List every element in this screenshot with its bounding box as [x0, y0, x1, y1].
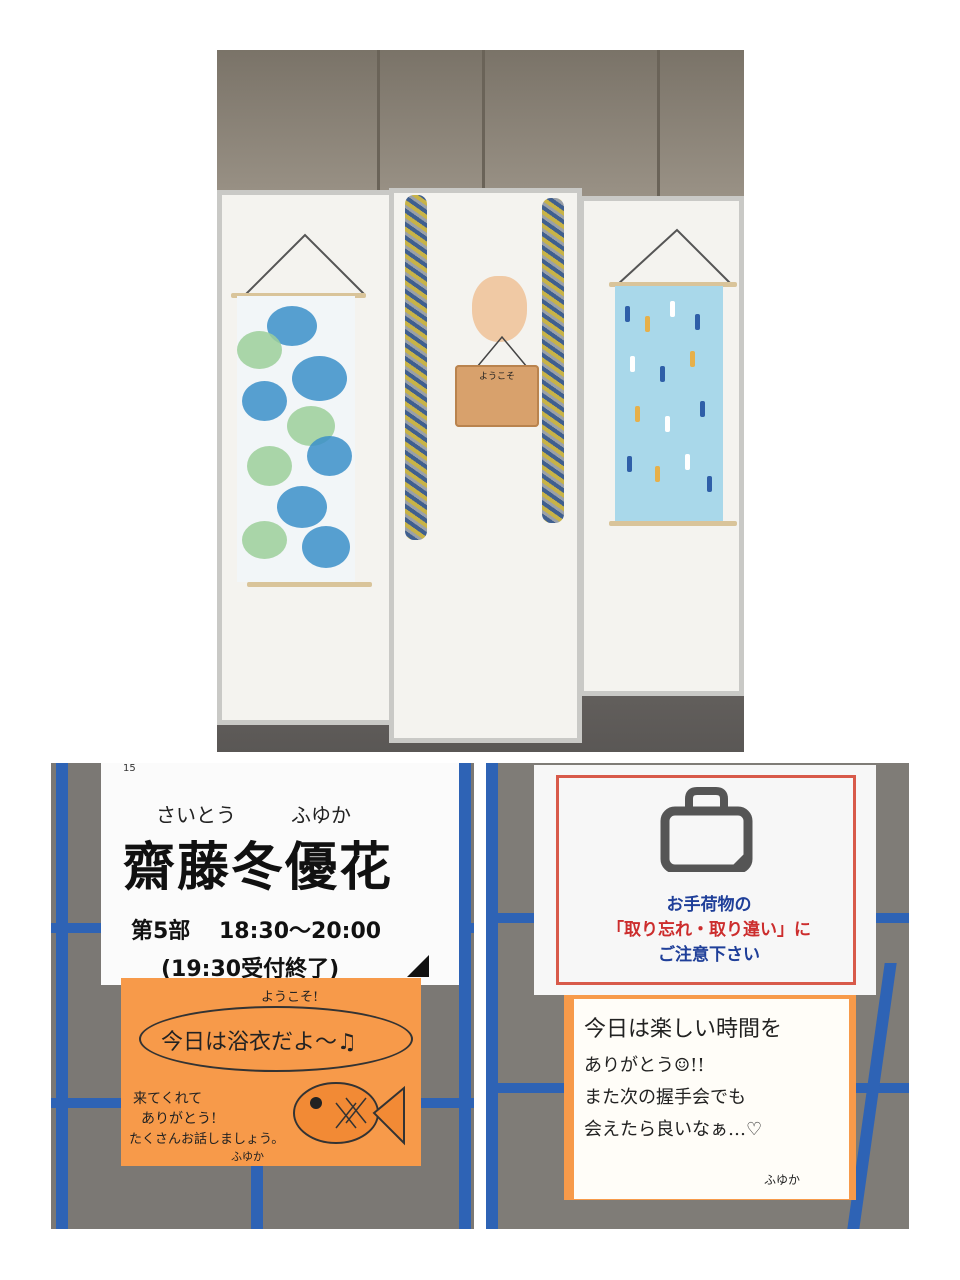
- bottom-left-photo: 15 さいとう ふゆか 齋藤冬優花 第5部 18:30〜20:00 (19:30…: [51, 763, 474, 1229]
- wooden-plaque: ようこそ: [455, 365, 539, 427]
- plaque-text: ようこそ: [479, 372, 516, 382]
- speech-bubble: [139, 1006, 413, 1072]
- hanger-wire: [616, 228, 733, 286]
- scroll-rod: [231, 293, 366, 298]
- tinsel-garland: [542, 198, 564, 523]
- sign-number: 15: [123, 763, 136, 774]
- session-time: 18:30〜20:00: [219, 919, 382, 944]
- message-note: 今日は楽しい時間を ありがとう☺!! また次の握手会でも 会えたら良いなぁ…♡ …: [574, 999, 849, 1199]
- plaque-string: [476, 335, 528, 368]
- bag-icon: [660, 787, 753, 872]
- fish-drawing: [293, 1082, 405, 1146]
- furigana-given: ふゆか: [291, 803, 351, 827]
- message-signature: ふゆか: [764, 1173, 801, 1187]
- furigana-family: さいとう: [156, 803, 236, 827]
- windchime-tenugui: [615, 286, 723, 521]
- railing-post: [56, 763, 68, 1229]
- orange-note-left: ようこそ! 今日は浴衣だよ〜♫ 来てくれて ありがとう! たくさんお話しましょう…: [121, 978, 421, 1166]
- notice-border: [556, 775, 856, 985]
- note-line-2: ありがとう!: [141, 1111, 217, 1127]
- message-line-2: ありがとう☺!!: [584, 1055, 705, 1076]
- hanger-wire: [244, 233, 366, 296]
- railing-post: [459, 763, 471, 1229]
- bottom-right-photo: お手荷物の 「取り忘れ・取り違い」に ご注意下さい 今日は楽しい時間を ありがと…: [486, 763, 909, 1229]
- goldfish-tenugui: [237, 296, 355, 582]
- greeting-text: ようこそ!: [261, 990, 319, 1005]
- bubble-text: 今日は浴衣だよ〜♫: [161, 1030, 357, 1055]
- note-line-3: たくさんお話しましょう。: [129, 1132, 285, 1147]
- scroll-rod: [609, 521, 737, 526]
- note-line-1: 来てくれて: [133, 1091, 203, 1107]
- session-label: 第5部: [131, 919, 191, 944]
- member-name: 齋藤冬優花: [123, 838, 394, 898]
- railing-post: [486, 763, 498, 1229]
- back-wall: [217, 50, 744, 200]
- name-sign: 15 さいとう ふゆか 齋藤冬優花 第5部 18:30〜20:00 (19:30…: [101, 763, 459, 985]
- top-photo: ようこそ: [217, 50, 744, 752]
- corner-triangle: [407, 955, 429, 977]
- wall-seam: [482, 50, 485, 200]
- notice-line-2: 「取り忘れ・取り違い」に: [607, 920, 811, 940]
- notice-line-3: ご注意下さい: [658, 945, 760, 965]
- wall-seam: [377, 50, 380, 200]
- scroll-rod: [247, 582, 372, 587]
- wall-seam: [657, 50, 660, 200]
- tinsel-garland: [405, 195, 427, 540]
- message-line-1: 今日は楽しい時間を: [584, 1017, 783, 1042]
- notice-line-1: お手荷物の: [666, 895, 752, 915]
- reception-end: (19:30受付終了): [161, 957, 340, 982]
- hyottoko-mask: [472, 276, 527, 342]
- scroll-rod: [609, 282, 737, 287]
- notice-sign: お手荷物の 「取り忘れ・取り違い」に ご注意下さい: [534, 765, 876, 995]
- message-line-4: 会えたら良いなぁ…♡: [584, 1119, 763, 1140]
- message-line-3: また次の握手会でも: [584, 1087, 746, 1108]
- note-signature: ふゆか: [231, 1150, 264, 1163]
